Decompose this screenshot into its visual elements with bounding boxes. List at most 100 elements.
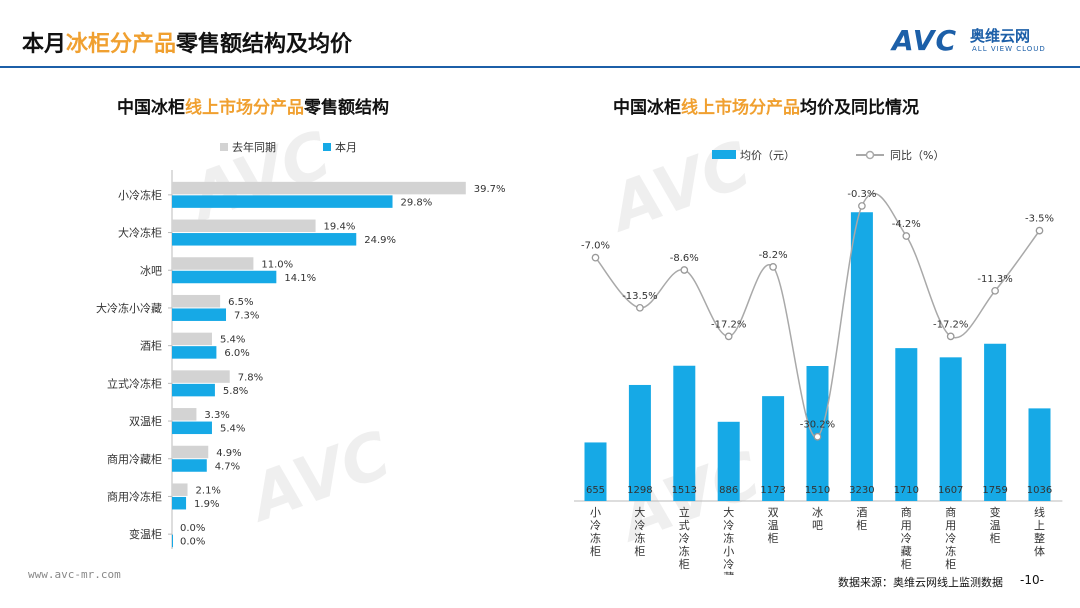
- category-label: 大冷冻小冷藏: [723, 505, 734, 575]
- category-label: 商用冷藏柜: [901, 505, 912, 571]
- data-label-avg-price: 1036: [1027, 485, 1052, 496]
- data-label-yoy: -0.3%: [847, 189, 876, 200]
- data-label-this-month: 0.0%: [180, 537, 205, 548]
- right-combo-chart: 均价（元） 同比（%） 655 小冷冻柜 1298 大冷冻柜 1513 立式冷冻柜 886 大冷冻…: [574, 149, 1063, 575]
- page-title-pre: 本月: [22, 32, 67, 57]
- data-label-avg-price: 1173: [760, 485, 785, 496]
- data-label-avg-price: 886: [719, 485, 738, 496]
- data-label-last-year: 11.0%: [261, 259, 293, 270]
- bar-last-year: [172, 445, 209, 459]
- data-label-this-month: 14.1%: [284, 273, 316, 284]
- category-label: 双温柜: [129, 415, 162, 428]
- bar-avg-price: [628, 384, 651, 501]
- data-label-avg-price: 1710: [894, 485, 919, 496]
- logo-mark: AVC: [892, 24, 957, 57]
- data-source: 数据来源：奥维云网线上监测数据: [838, 576, 1003, 589]
- category-label: 变温柜: [990, 505, 1001, 545]
- data-label-this-month: 29.8%: [401, 197, 433, 208]
- point-yoy: [636, 303, 644, 312]
- point-yoy: [680, 266, 689, 274]
- data-label-this-month: 7.3%: [234, 310, 259, 321]
- legend-swatch-last-year: [220, 143, 228, 151]
- left-title-post: 零售额结构: [304, 98, 389, 118]
- data-label-avg-price: 1510: [805, 485, 830, 496]
- point-yoy: [1035, 226, 1044, 235]
- category-label: 小冷冻柜: [118, 188, 162, 202]
- data-label-yoy: -3.5%: [1025, 214, 1054, 225]
- point-yoy: [591, 253, 600, 262]
- bar-this-month: [172, 308, 227, 321]
- point-yoy: [769, 263, 777, 271]
- category-label: 酒柜: [140, 340, 162, 353]
- bar-avg-price: [895, 348, 918, 501]
- legend-label-this-month: 本月: [335, 140, 357, 154]
- data-label-this-month: 5.8%: [223, 386, 248, 397]
- point-yoy: [902, 232, 911, 240]
- category-label: 小冷冻柜: [590, 506, 601, 558]
- bar-avg-price: [584, 442, 607, 501]
- point-yoy: [946, 332, 955, 341]
- page-number: -10-: [1020, 573, 1044, 587]
- data-label-this-month: 5.4%: [220, 424, 245, 435]
- header-divider: [0, 66, 1080, 68]
- page-title-highlight: 冰柜分产品: [66, 32, 177, 57]
- bar-last-year: [172, 483, 188, 496]
- data-label-yoy: -4.2%: [892, 219, 921, 230]
- bar-this-month: [172, 233, 357, 246]
- data-label-last-year: 5.4%: [220, 335, 245, 346]
- bar-last-year: [172, 181, 466, 195]
- right-chart-title: 中国冰柜线上市场分产品均价及同比情况: [613, 93, 919, 118]
- data-label-yoy: -13.5%: [622, 291, 657, 302]
- data-label-yoy: -7.0%: [581, 241, 610, 252]
- left-title-pre: 中国冰柜: [117, 98, 185, 118]
- legend-label-last-year: 去年同期: [232, 140, 276, 154]
- data-label-avg-price: 1759: [982, 485, 1007, 496]
- data-label-last-year: 19.4%: [324, 222, 356, 233]
- bar-this-month: [172, 270, 277, 284]
- bar-avg-price: [850, 212, 873, 501]
- data-label-last-year: 0.0%: [180, 523, 205, 534]
- avc-logo: AVC 奥维云网 ALL VIEW CLOUD: [892, 24, 1062, 58]
- category-label: 变温柜: [129, 527, 162, 541]
- bar-avg-price: [984, 343, 1007, 501]
- page-title-post: 零售额结构及均价: [176, 32, 353, 57]
- bar-last-year: [172, 370, 230, 383]
- bar-last-year: [172, 408, 197, 421]
- bar-avg-price: [673, 365, 696, 501]
- data-label-avg-price: 1513: [672, 485, 697, 496]
- category-label: 大冷冻柜: [634, 505, 645, 558]
- bar-avg-price: [939, 357, 962, 501]
- bar-last-year: [172, 332, 212, 346]
- page-title: 本月冰柜分产品零售额结构及均价: [22, 26, 352, 58]
- data-label-last-year: 2.1%: [196, 485, 221, 496]
- bar-last-year: [172, 219, 316, 233]
- data-label-yoy: -8.2%: [759, 250, 788, 261]
- legend-swatch-this-month: [323, 143, 331, 151]
- data-label-avg-price: 1298: [627, 485, 652, 496]
- left-title-highlight: 线上市场分产品: [185, 98, 304, 118]
- point-yoy: [813, 432, 822, 441]
- category-label: 双温柜: [768, 506, 779, 545]
- data-label-last-year: 3.3%: [204, 410, 229, 421]
- bar-last-year: [172, 294, 221, 308]
- category-label: 线上整体: [1034, 505, 1045, 558]
- category-label: 商用冷藏柜: [107, 452, 162, 466]
- footer-url: www.avc-mr.com: [28, 568, 121, 581]
- data-label-avg-price: 3230: [849, 485, 874, 496]
- bar-this-month: [172, 346, 217, 359]
- bar-this-month: [172, 421, 212, 435]
- bar-this-month: [172, 496, 187, 510]
- data-label-this-month: 24.9%: [364, 235, 396, 246]
- category-label: 大冷冻小冷藏: [96, 301, 162, 315]
- category-label: 商用冷冻柜: [107, 489, 162, 503]
- category-label: 立式冷冻柜: [679, 505, 690, 571]
- left-chart-title: 中国冰柜线上市场分产品零售额结构: [117, 93, 389, 118]
- category-label: 冰吧: [140, 264, 162, 277]
- category-label: 大冷冻柜: [118, 226, 162, 240]
- data-label-avg-price: 655: [586, 485, 605, 496]
- bar-avg-price: [717, 421, 740, 501]
- category-label: 酒柜: [856, 506, 867, 532]
- bar-avg-price: [1028, 408, 1051, 501]
- data-label-yoy: -8.6%: [670, 253, 699, 264]
- data-label-yoy: -30.2%: [800, 420, 835, 431]
